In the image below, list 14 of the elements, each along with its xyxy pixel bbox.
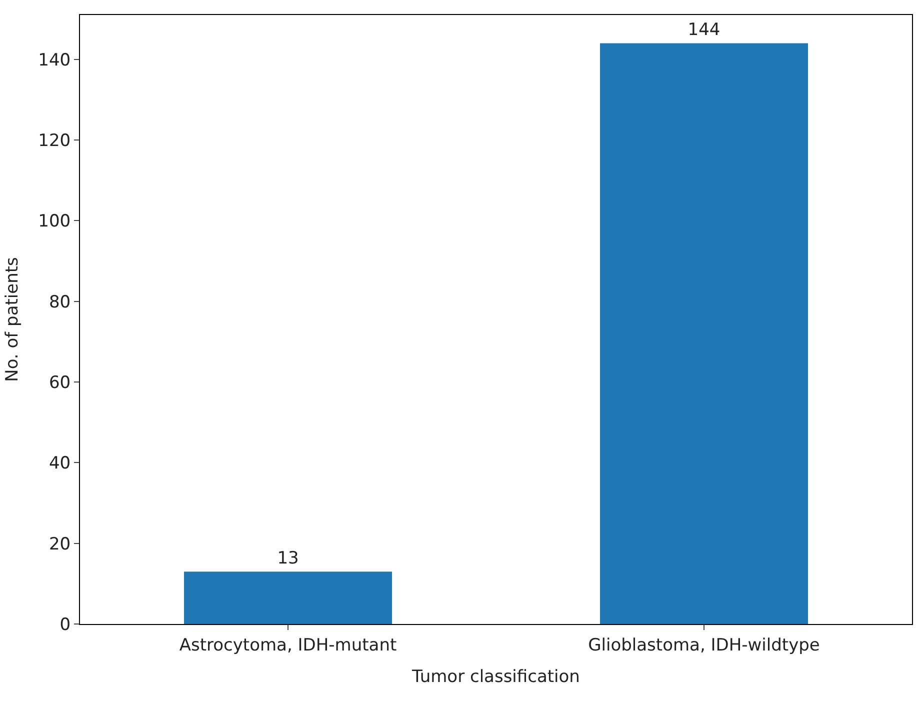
y-axis-title: No. of patients — [2, 256, 23, 382]
x-tick-label: Glioblastoma, IDH-wildtype — [588, 635, 820, 656]
data-label: 144 — [688, 20, 720, 40]
data-label: 13 — [277, 548, 299, 569]
y-tick-label: 140 — [38, 50, 71, 70]
y-tick-label: 80 — [48, 292, 71, 312]
y-tick-label: 60 — [48, 372, 71, 393]
y-tick-label: 100 — [38, 212, 71, 232]
x-axis-title: Tumor classification — [411, 666, 580, 687]
y-tick-label: 40 — [48, 454, 71, 474]
x-tick-label: Astrocytoma, IDH-mutant — [179, 635, 397, 656]
y-tick-label: 20 — [48, 534, 71, 554]
y-tick-label: 120 — [38, 130, 71, 151]
y-tick-label: 0 — [60, 614, 71, 635]
